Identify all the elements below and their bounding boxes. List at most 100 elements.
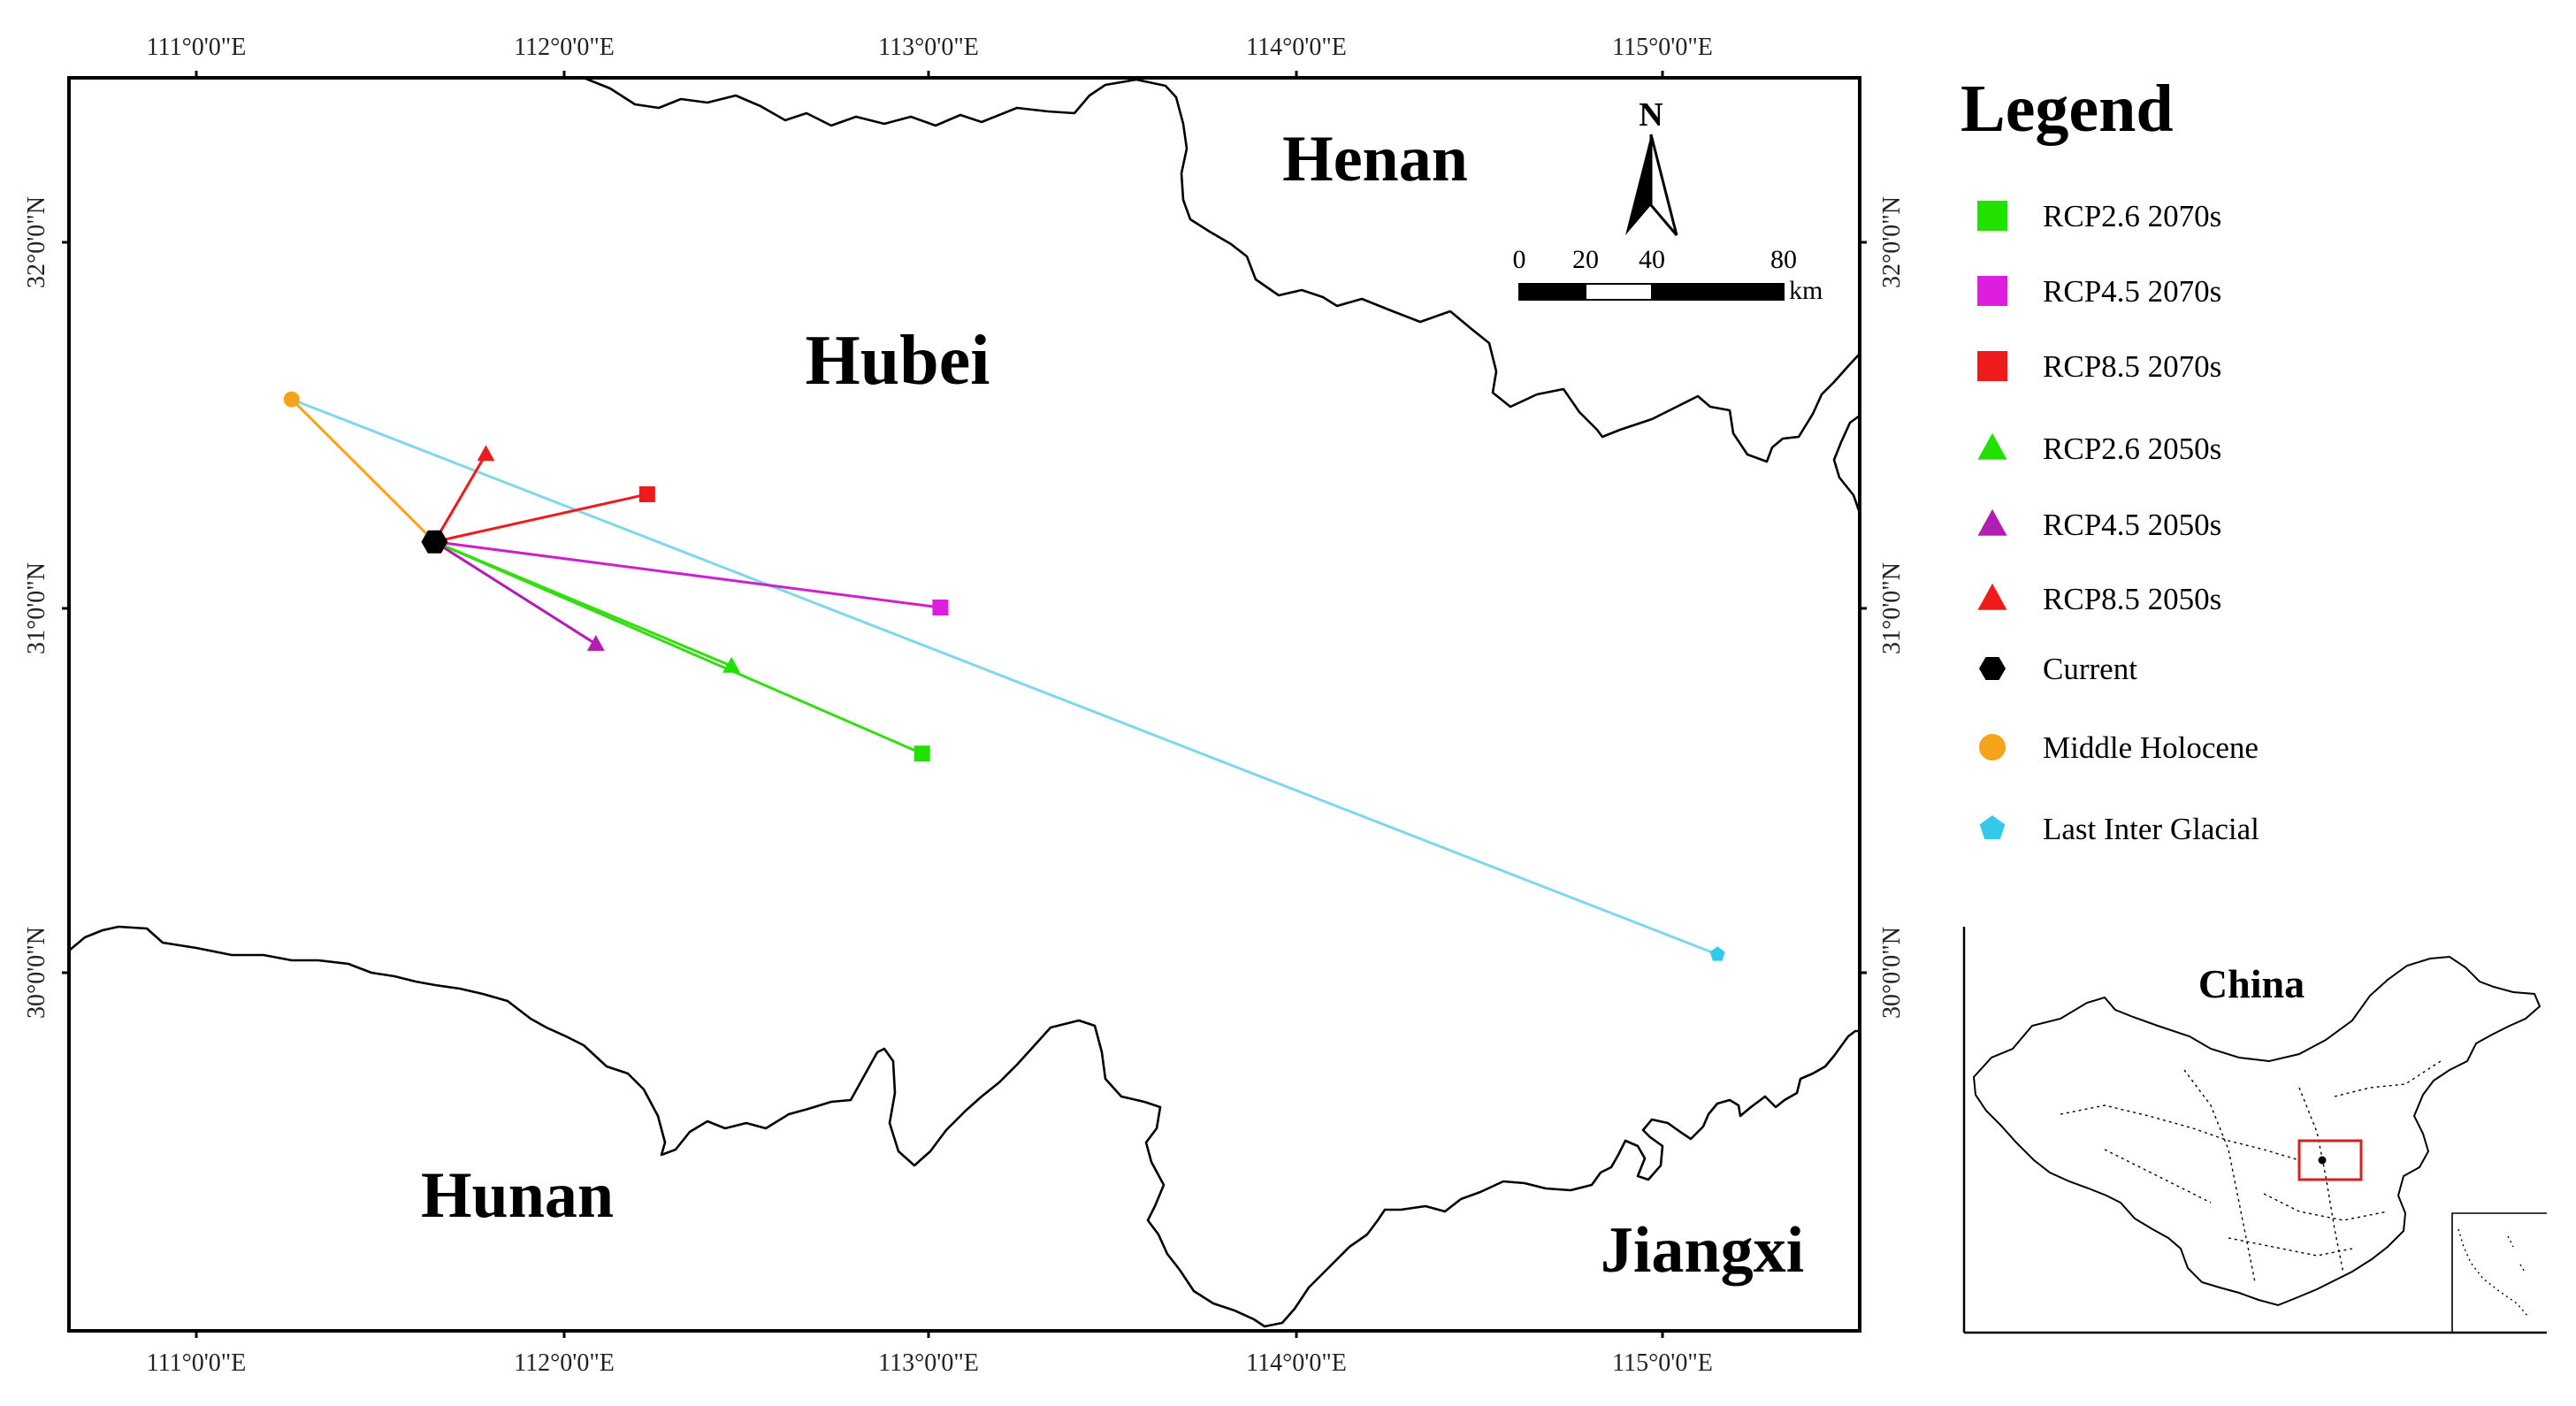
legend-item: Last Inter Glacial (1979, 812, 2259, 846)
shift-line-current-to-rcp85-2070s (434, 493, 648, 544)
region-label-hunan: Hunan (421, 1159, 614, 1232)
top-tick-label: 111°0'0"E (147, 34, 247, 61)
shift-line-current-to-rcp45-2050s (433, 540, 597, 646)
region-label-jiangxi: Jiangxi (1601, 1214, 1804, 1287)
scale-tick-label: 40 (1639, 245, 1665, 274)
legend-item-label: RCP2.6 2050s (2043, 432, 2221, 466)
bottom-tick-label: 112°0'0"E (514, 1349, 615, 1377)
inset-label: China (2198, 961, 2305, 1006)
north-arrow-icon-outline (1649, 134, 1678, 236)
legend-item-label: Last Inter Glacial (2043, 812, 2259, 846)
shift-line-current-to-rcp26-2050s (433, 540, 732, 668)
graticule-ticks (62, 71, 1867, 1338)
study-area-point (2318, 1156, 2327, 1165)
legend-symbol-pentagon (1979, 815, 2006, 840)
scale-bar: 0 20 40 80 km (1513, 245, 1823, 305)
legend-item: RCP4.5 2070s (1977, 274, 2221, 309)
top-tick-label: 114°0'0"E (1246, 34, 1347, 61)
scale-tick-label: 80 (1770, 245, 1797, 274)
hubei-hunan-jiangxi-boundary (68, 925, 1860, 1328)
legend-item: Current (1979, 652, 2137, 686)
legend-symbol-triangle (1977, 432, 2007, 460)
bottom-tick-label: 111°0'0"E (147, 1349, 247, 1377)
legend-item-label: RCP8.5 2050s (2043, 582, 2221, 616)
province-boundaries (68, 76, 1861, 1328)
legend-item-label: RCP4.5 2070s (2043, 274, 2221, 309)
region-label-hubei: Hubei (806, 322, 990, 400)
centroid-marker-rcp85-2070s (638, 485, 655, 502)
shift-line-middle-holocene-to-last-inter-glacial (291, 398, 1718, 956)
scale-segment (1651, 283, 1785, 301)
centroid-marker-current (421, 530, 448, 554)
centroid-marker-middle-holocene (283, 391, 300, 408)
left-tick-label: 30°0'0"N (23, 927, 50, 1019)
legend-symbol-circle (1979, 734, 2006, 760)
right-tick-label: 32°0'0"N (1878, 196, 1906, 288)
scale-tick-label: 20 (1572, 245, 1599, 274)
legend-item-label: RCP8.5 2070s (2043, 349, 2221, 384)
top-longitude-labels: 111°0'0"E 112°0'0"E 113°0'0"E 114°0'0"E … (147, 34, 1713, 61)
legend-item-label: RCP4.5 2050s (2043, 508, 2221, 542)
scale-segment (1585, 283, 1653, 301)
north-arrow: N (1625, 96, 1678, 236)
china-internal-boundaries (2060, 1060, 2442, 1283)
bottom-tick-label: 114°0'0"E (1246, 1349, 1347, 1377)
legend-item: RCP4.5 2050s (1977, 508, 2221, 542)
centroid-marker-rcp26-2050s (722, 656, 741, 673)
legend-symbol-triangle (1977, 508, 2007, 536)
legend-title: Legend (1961, 72, 2174, 146)
legend-item: RCP2.6 2070s (1977, 199, 2221, 233)
centroid-marker-last-inter-glacial (1709, 946, 1725, 961)
centroid-marker-rcp26-2070s (913, 745, 930, 762)
hubei-east-edge (1832, 414, 1861, 514)
right-tick-label: 30°0'0"N (1878, 927, 1906, 1019)
legend-item-label: Middle Holocene (2043, 730, 2259, 765)
north-arrow-label: N (1639, 96, 1663, 134)
legend-symbol-square (1977, 351, 2007, 381)
legend: Legend RCP2.6 2070s RCP4.5 2070s RCP8.5 20… (1961, 72, 2259, 846)
right-latitude-labels: 32°0'0"N 31°0'0"N 30°0'0"N (1878, 196, 1906, 1019)
study-area-highlight (2297, 1139, 2363, 1181)
legend-items: RCP2.6 2070s RCP4.5 2070s RCP8.5 2070s RCP2… (1977, 199, 2259, 846)
bottom-longitude-labels: 111°0'0"E 112°0'0"E 113°0'0"E 114°0'0"E … (147, 1349, 1713, 1377)
region-labels: Henan Hubei Hunan Jiangxi (421, 123, 1804, 1287)
region-label-henan: Henan (1282, 123, 1468, 195)
shift-line-current-to-middle-holocene (290, 398, 436, 543)
legend-symbol-hexagon (1979, 657, 2006, 680)
legend-item: RCP2.6 2050s (1977, 432, 2221, 466)
bottom-tick-label: 115°0'0"E (1612, 1349, 1713, 1377)
scale-segment (1518, 283, 1586, 301)
left-tick-label: 31°0'0"N (23, 562, 50, 654)
sea-inset-islands (2458, 1228, 2530, 1318)
legend-item-label: Current (2043, 652, 2137, 686)
right-tick-label: 31°0'0"N (1878, 562, 1906, 654)
centroid-marker-rcp45-2050s (586, 634, 605, 651)
north-arrow-icon (1625, 134, 1651, 235)
henan-hubei-boundary (583, 76, 1861, 463)
top-tick-label: 115°0'0"E (1612, 34, 1713, 61)
china-outline (1972, 955, 2542, 1307)
centroid-shift-lines (290, 398, 1718, 956)
china-inset: China (1962, 927, 2547, 1334)
shift-line-current-to-rcp85-2050s (433, 453, 487, 543)
legend-symbol-triangle (1977, 583, 2007, 610)
legend-item: Middle Holocene (1979, 730, 2259, 765)
top-tick-label: 113°0'0"E (878, 34, 979, 61)
left-tick-label: 32°0'0"N (23, 196, 50, 288)
centroid-marker-rcp45-2070s (932, 600, 949, 615)
legend-symbol-square (1977, 201, 2007, 231)
scale-unit: km (1789, 276, 1823, 305)
legend-item: RCP8.5 2070s (1977, 349, 2221, 384)
sea-inset-frame (2451, 1212, 2547, 1333)
centroid-marker-rcp85-2050s (477, 445, 495, 462)
centroid-markers (283, 391, 1725, 961)
shift-line-current-to-rcp45-2070s (434, 540, 941, 609)
legend-item: RCP8.5 2050s (1977, 582, 2221, 616)
left-latitude-labels: 32°0'0"N 31°0'0"N 30°0'0"N (23, 196, 50, 1019)
top-tick-label: 112°0'0"E (514, 34, 615, 61)
scale-tick-label: 0 (1513, 245, 1526, 274)
legend-symbol-square (1977, 276, 2007, 306)
bottom-tick-label: 113°0'0"E (878, 1349, 979, 1377)
legend-item-label: RCP2.6 2070s (2043, 199, 2221, 233)
